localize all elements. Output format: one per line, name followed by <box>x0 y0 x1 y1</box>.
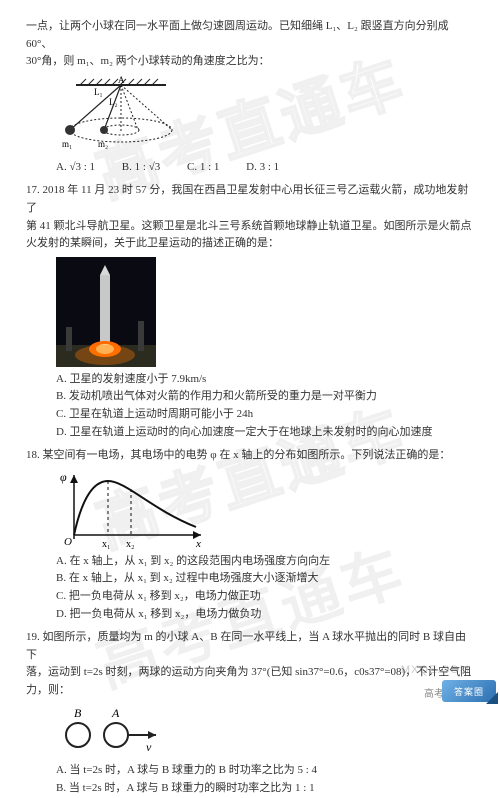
q17-line2: 第 41 颗北斗导航卫星。这颗卫星是北斗三号系统首颗地球静止轨道卫星。如图所示是… <box>26 218 474 236</box>
q18-label-O: O <box>64 536 72 548</box>
q17-optA: A. 卫星的发射速度小于 7.9km/s <box>56 371 474 389</box>
q17-optD: D. 卫星在轨道上运动时的向心加速度一定大于在地球上未发射时的向心加速度 <box>56 424 474 442</box>
q18-label-x2: x₂ <box>126 539 135 549</box>
q16-figure: L₁ L₂ m₁ m₂ A <box>56 75 186 155</box>
q16-label-m1: m₁ <box>62 139 72 149</box>
q19-block: 19. 如图所示，质量均为 m 的小球 A、B 在同一水平线上，当 A 球水平抛… <box>26 629 474 798</box>
q16-optD: D. 3 : 1 <box>246 159 279 177</box>
q16-intro2: 30°角，则 m₁、m₂ 两个小球转动的角速度之比为： <box>26 53 474 71</box>
q16-optA: A. √3 : 1 <box>56 159 95 177</box>
q17-optC: C. 卫星在轨道上运动时周期可能小于 24h <box>56 406 474 424</box>
q17-line1: 17. 2018 年 11 月 23 时 57 分，我国在西昌卫星发射中心用长征… <box>26 182 474 217</box>
q18-figure: φ O x x₁ x₂ <box>56 469 206 549</box>
q19-optA: A. 当 t=2s 时，A 球与 B 球重力的 B 时功率之比为 5 : 4 <box>56 762 474 780</box>
q18-block: 18. 某空间有一电场，其电场中的电势 φ 在 x 轴上的分布如图所示。下列说法… <box>26 447 474 623</box>
q19-label-A: A <box>111 706 120 720</box>
q17-line3: 火发射的某瞬间，关于此卫星运动的描述正确的是： <box>26 235 474 253</box>
q19-figure: B A v <box>56 703 166 758</box>
q18-optC: C. 把一负电荷从 x₁ 移到 x₂，电场力做正功 <box>56 588 474 606</box>
q19-line1: 19. 如图所示，质量均为 m 的小球 A、B 在同一水平线上，当 A 球水平抛… <box>26 629 474 664</box>
q16-options: A. √3 : 1 B. 1 : √3 C. 1 : 1 D. 3 : 1 <box>56 159 474 177</box>
q19-label-B: B <box>74 706 82 720</box>
q19-label-v: v <box>146 740 152 754</box>
q18-optA: A. 在 x 轴上，从 x₁ 到 x₂ 的这段范围内电场强度方向向左 <box>56 553 474 571</box>
mx-watermark: MXQE.COM <box>401 664 470 676</box>
q19-optB: B. 当 t=2s 时，A 球与 B 球重力的瞬时功率之比为 1 : 1 <box>56 780 474 798</box>
q18-label-x: x <box>195 538 201 549</box>
q18-optD: D. 把一负电荷从 x₁ 移到 x₂，电场力做负功 <box>56 606 474 624</box>
q17-block: 17. 2018 年 11 月 23 时 57 分，我国在西昌卫星发射中心用长征… <box>26 182 474 441</box>
q16-label-A: A <box>118 75 125 85</box>
q16-optC: C. 1 : 1 <box>187 159 219 177</box>
q18-optB: B. 在 x 轴上，从 x₁ 到 x₂ 过程中电场强度大小逐渐增大 <box>56 570 474 588</box>
q17-figure <box>56 257 156 367</box>
q18-label-phi: φ <box>60 470 67 484</box>
q16-optB: B. 1 : √3 <box>122 159 160 177</box>
q16-block: 一点，让两个小球在同一水平面上做匀速圆周运动。已知细绳 L₁、L₂ 跟竖直方向分… <box>26 18 474 176</box>
corner-logo: 答案圈 <box>442 680 496 702</box>
q18-label-x1: x₁ <box>102 539 111 549</box>
q16-label-m2: m₂ <box>98 139 108 149</box>
q16-label-L1: L₁ <box>94 87 103 97</box>
q16-label-L2: L₂ <box>109 97 118 107</box>
q19-line3: 力，则： <box>26 682 474 700</box>
q16-intro1: 一点，让两个小球在同一水平面上做匀速圆周运动。已知细绳 L₁、L₂ 跟竖直方向分… <box>26 18 474 53</box>
q17-optB: B. 发动机喷出气体对火箭的作用力和火箭所受的重力是一对平衡力 <box>56 388 474 406</box>
q18-line1: 18. 某空间有一电场，其电场中的电势 φ 在 x 轴上的分布如图所示。下列说法… <box>26 447 474 465</box>
